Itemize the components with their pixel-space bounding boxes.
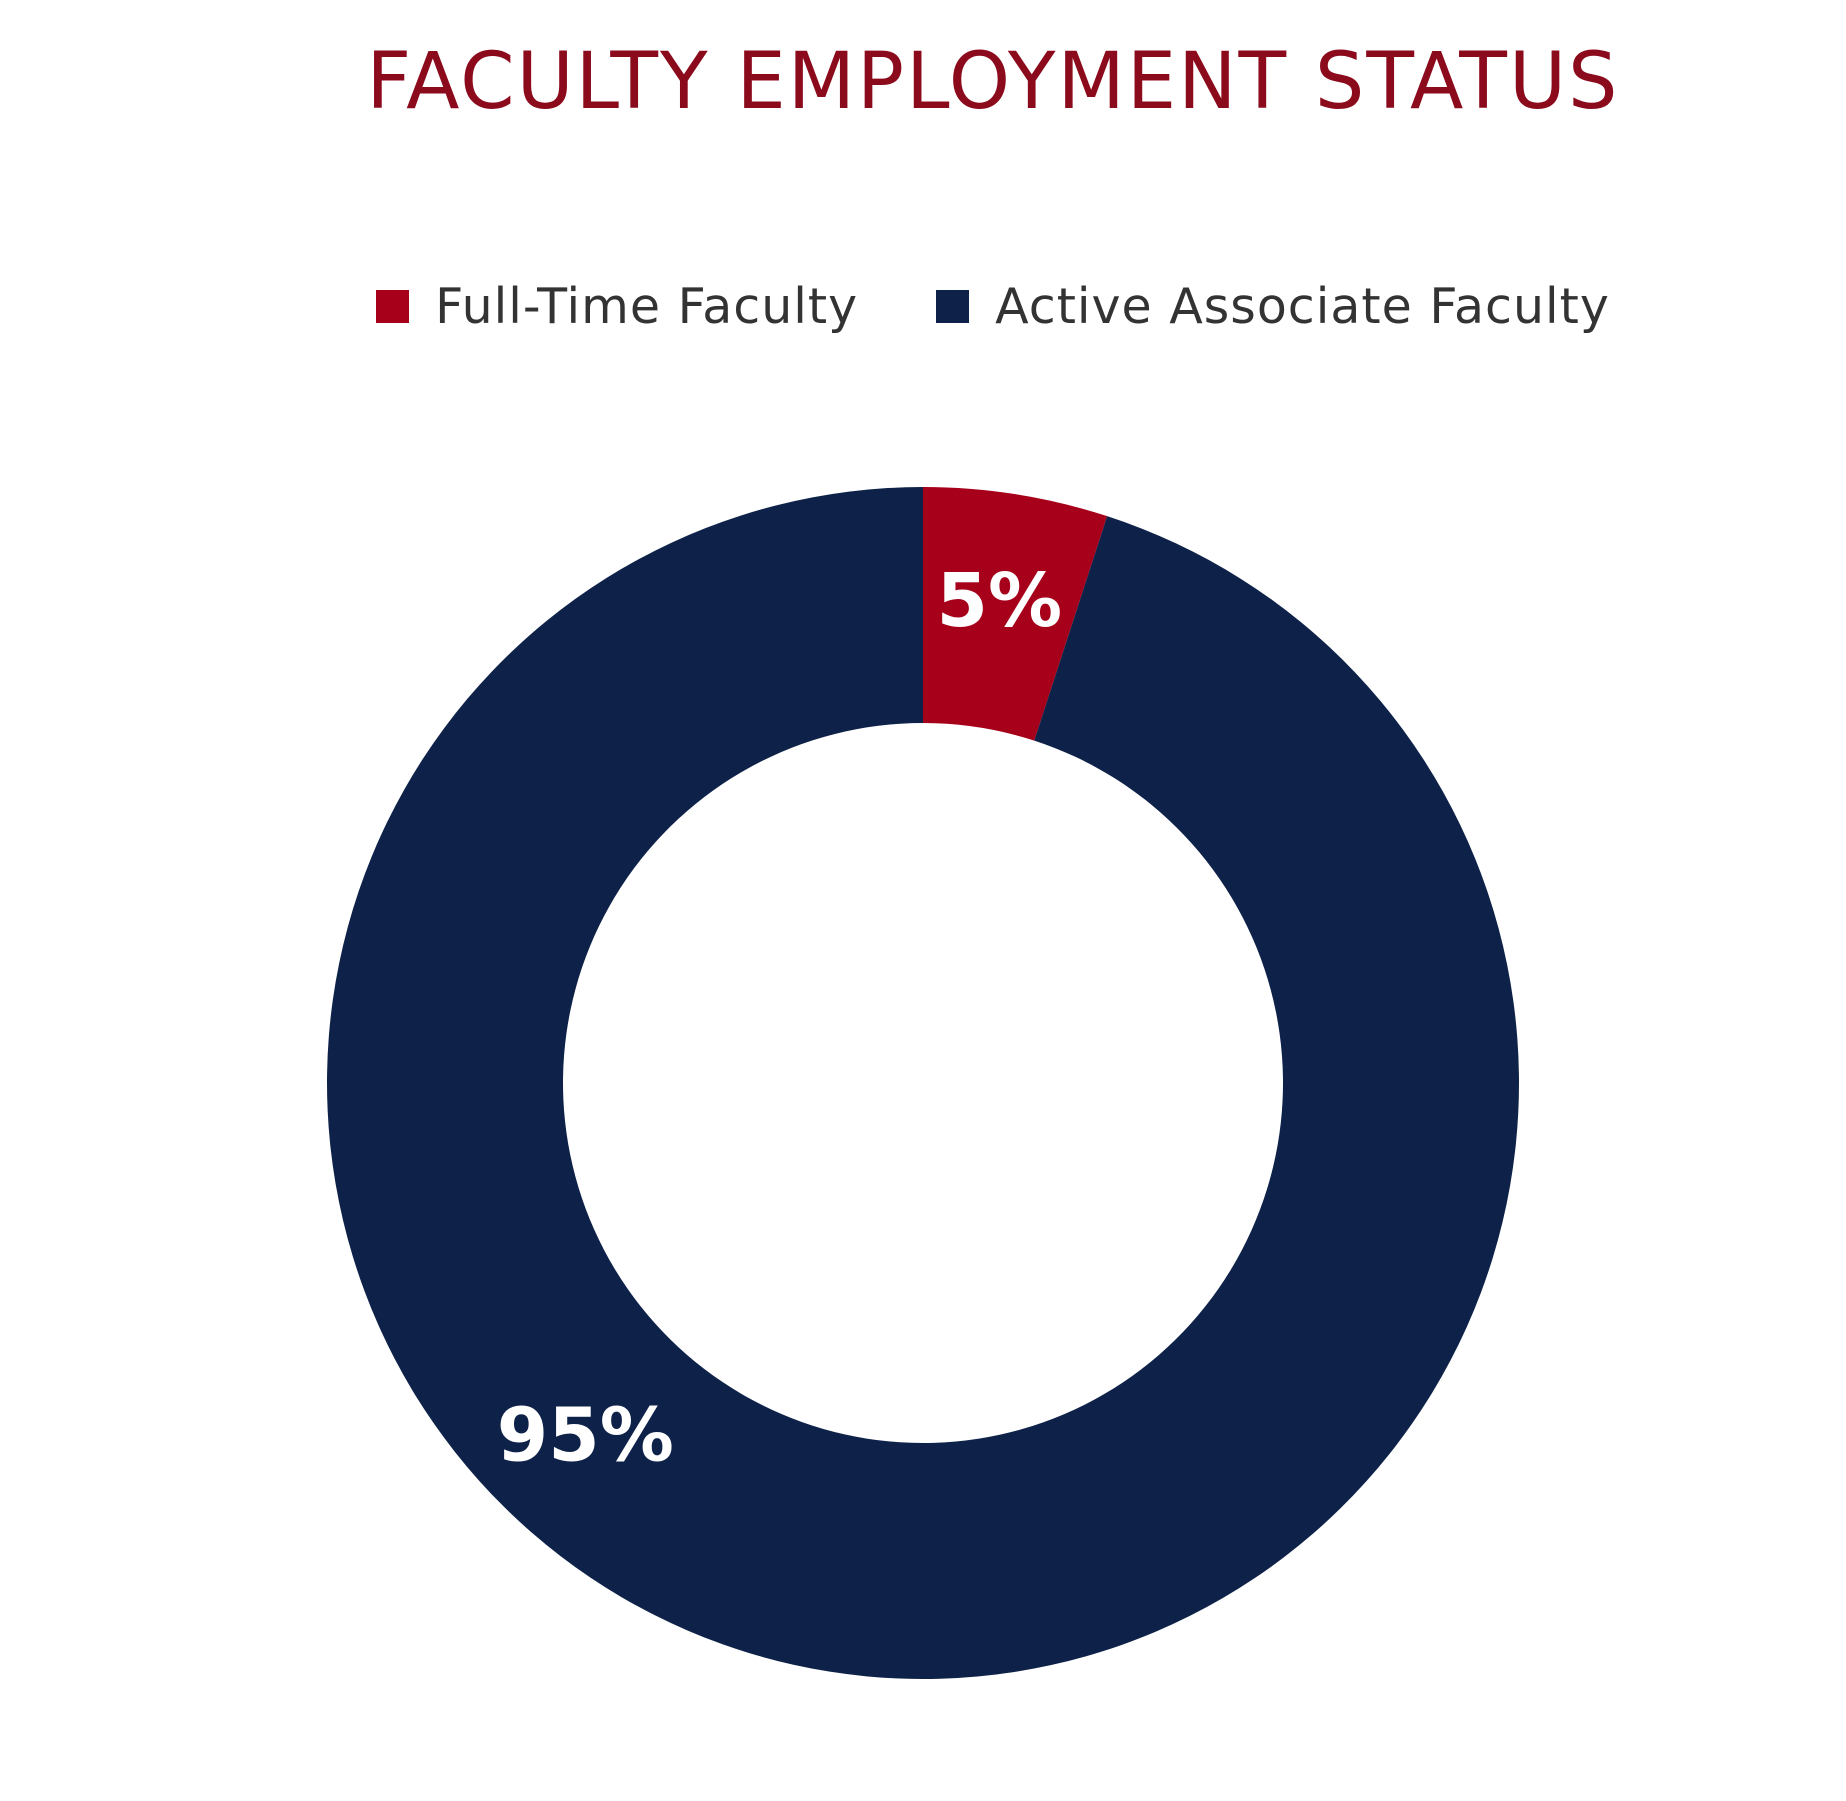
legend-label-active-associate-faculty: Active Associate Faculty (995, 278, 1610, 335)
donut-slice-full-time-faculty (923, 487, 1108, 741)
legend-item-active-associate-faculty: Active Associate Faculty (936, 278, 1610, 335)
chart-title: FACULTY EMPLOYMENT STATUS (366, 37, 1620, 127)
data-label-full-time-faculty: 5% (937, 558, 1063, 644)
legend-item-full-time-faculty: Full-Time Faculty (376, 278, 858, 335)
legend-swatch-active-associate-faculty (936, 290, 970, 323)
data-label-active-associate-faculty: 95% (497, 1392, 674, 1478)
legend-swatch-full-time-faculty (376, 290, 410, 323)
donut-slices (327, 487, 1520, 1680)
legend-label-full-time-faculty: Full-Time Faculty (435, 278, 859, 335)
donut-data-labels: 5% 95% (497, 558, 1062, 1478)
legend: Full-Time Faculty Active Associate Facul… (0, 278, 1846, 335)
donut-slice-active-associate-faculty (327, 487, 1520, 1680)
